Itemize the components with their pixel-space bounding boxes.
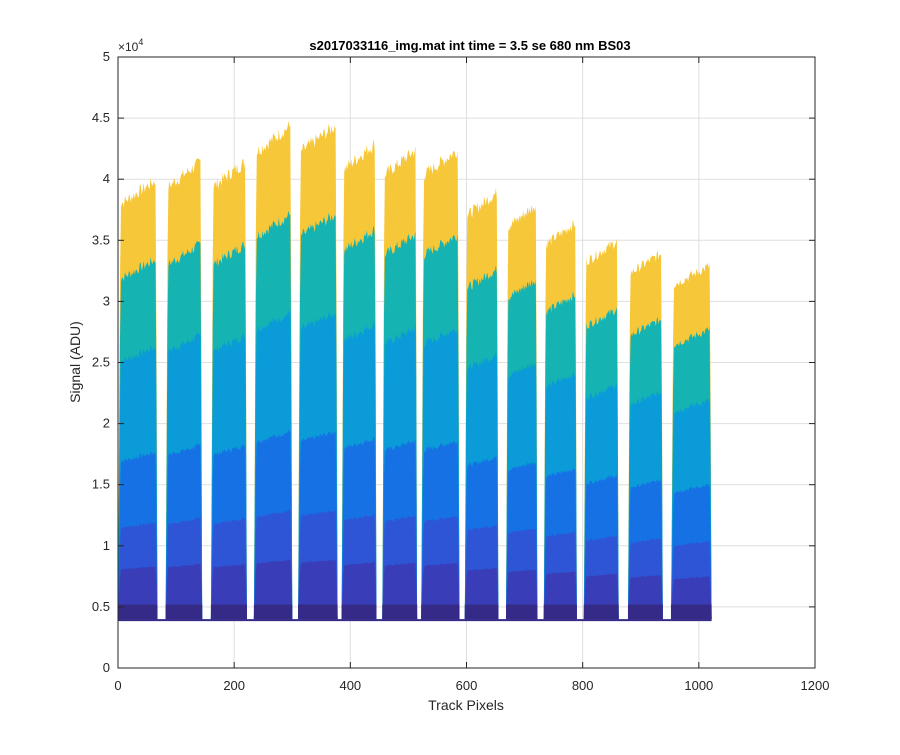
y-multiplier: ×104 (118, 37, 143, 54)
x-tick-label: 400 (339, 678, 361, 693)
y-axis: 0 0.5 1 1.5 2 2.5 3 3.5 4 4.5 5 (92, 49, 815, 675)
y-tick-label: 4.5 (92, 110, 110, 125)
y-tick-label: 1.5 (92, 477, 110, 492)
track-6-base (341, 604, 377, 620)
y-tick-label: 0.5 (92, 599, 110, 614)
track-2-base (165, 604, 203, 620)
x-tick-label: 0 (114, 678, 121, 693)
track-11-base (543, 604, 577, 620)
x-tick-label: 600 (456, 678, 478, 693)
x-tick-label: 1000 (684, 678, 713, 693)
track-4-base (253, 604, 293, 620)
track-13-base (627, 604, 663, 620)
track-5-base (298, 604, 338, 620)
y-multiplier-exponent: 4 (138, 37, 143, 47)
x-tick-label: 1200 (801, 678, 830, 693)
track-3-base (210, 604, 247, 620)
y-tick-label: 1 (103, 538, 110, 553)
track-5-band-2 (298, 559, 338, 620)
y-tick-label: 2.5 (92, 355, 110, 370)
y-axis-label: Signal (ADU) (67, 321, 83, 403)
track-7-base (382, 604, 418, 620)
track-8-base (421, 604, 460, 620)
y-tick-label: 4 (103, 171, 110, 186)
track-4-band-2 (253, 559, 293, 620)
baseline-strip (118, 619, 712, 622)
track-1-base (118, 604, 158, 620)
chart-title: s2017033116_img.mat int time = 3.5 se 68… (309, 38, 630, 53)
y-tick-label: 3 (103, 293, 110, 308)
y-tick-label: 0 (103, 660, 110, 675)
track-10-base (505, 604, 538, 620)
x-axis: 0 200 400 600 800 1000 1200 (114, 57, 829, 693)
y-tick-label: 2 (103, 416, 110, 431)
track-9-base (464, 604, 499, 620)
x-tick-label: 800 (572, 678, 594, 693)
plot-area (118, 121, 712, 622)
y-tick-label: 3.5 (92, 232, 110, 247)
track-12-base (583, 604, 619, 620)
x-axis-label: Track Pixels (428, 697, 504, 713)
track-14-base (670, 604, 712, 620)
y-multiplier-base: ×10 (118, 40, 139, 54)
y-tick-label: 5 (103, 49, 110, 64)
x-tick-label: 200 (223, 678, 245, 693)
